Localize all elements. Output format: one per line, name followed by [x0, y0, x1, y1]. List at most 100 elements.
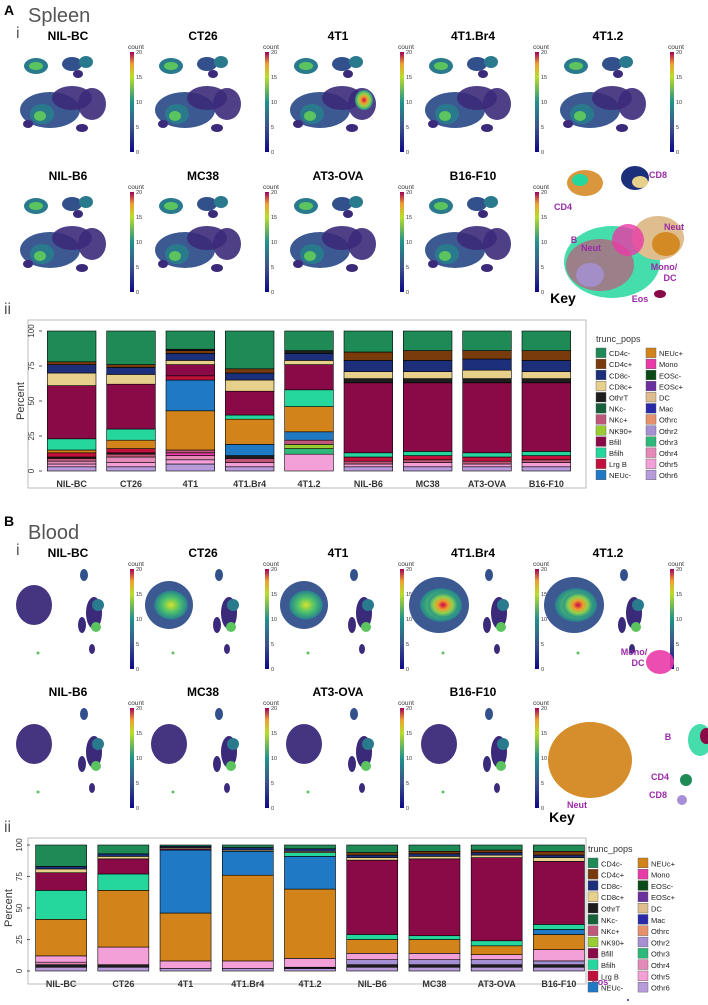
legend-swatch	[595, 392, 607, 403]
legend-swatch	[587, 936, 599, 948]
legend-swatch	[645, 370, 657, 381]
legend-label: Othr2	[659, 427, 678, 436]
bar-segment	[533, 924, 585, 930]
bar-segment	[35, 955, 87, 963]
legend-item: Bfill	[595, 436, 621, 447]
bar-segment	[97, 844, 150, 855]
colorbar-tick-label: 5	[136, 642, 139, 648]
bar-segment	[35, 919, 87, 957]
legend-item: Othr6	[637, 982, 670, 993]
bar-segment	[408, 939, 461, 954]
colorbar-tick-label: 0	[406, 290, 409, 296]
umap-title: B16-F10	[450, 169, 497, 183]
umap-title: MC38	[187, 685, 219, 699]
key-cluster-label: Neut	[567, 800, 587, 810]
bar-segment	[47, 466, 97, 472]
bar-segment	[284, 350, 334, 354]
panel-a-tissue: Spleen	[28, 5, 90, 27]
bar-segment	[35, 872, 87, 891]
legend-label: CD8c+	[609, 382, 633, 391]
bar-segment	[403, 371, 453, 379]
legend-swatch	[637, 936, 649, 948]
legend-label: CD4c-	[609, 349, 631, 358]
y-tick-label: 25	[27, 431, 36, 440]
legend-item: NKc+	[587, 925, 620, 936]
bar-segment	[343, 371, 393, 379]
y-tick-label: 0	[15, 968, 24, 973]
bar-segment	[35, 890, 87, 920]
x-tick-label: AT3-OVA	[478, 979, 517, 989]
bar-segment	[47, 385, 97, 440]
x-tick-label: MC38	[422, 979, 446, 989]
x-tick-label: MC38	[416, 479, 440, 489]
key-cluster-label: CD8	[649, 790, 667, 800]
legend-label: EOSc+	[651, 893, 676, 902]
colorbar-tick-label: 0	[406, 150, 409, 156]
bar-segment	[47, 449, 97, 454]
colorbar-tick-label: 5	[676, 642, 679, 648]
colorbar-tick-label: 15	[676, 75, 682, 81]
colorbar-tick-label: 10	[676, 617, 682, 623]
colorbar-tick-label: 10	[271, 756, 277, 762]
x-tick-label: 4T1.2	[298, 979, 321, 989]
bar-segment	[165, 375, 215, 381]
bar-segment	[408, 853, 461, 857]
key-cluster-label: CD8	[649, 170, 667, 180]
bar-segment	[408, 935, 461, 940]
colorbar-tick-label: 0	[541, 667, 544, 673]
colorbar-tick-label: 10	[541, 617, 547, 623]
legend-item: NKc+	[595, 414, 628, 425]
bar-segment	[408, 856, 461, 860]
bar-segment	[470, 857, 523, 942]
bar-segment	[521, 330, 571, 351]
legend-item: CD4c-	[595, 347, 631, 358]
x-tick-label: 4T1	[178, 979, 194, 989]
bar-segment	[225, 455, 275, 459]
umap-title: CT26	[188, 546, 218, 560]
bar-segment	[284, 888, 336, 959]
colorbar-tick-label: 20	[136, 706, 142, 712]
legend-item: NEUc-	[595, 469, 632, 480]
legend-swatch	[645, 403, 657, 414]
colorbar-tick-label: 10	[541, 756, 547, 762]
legend-label: NK90+	[609, 427, 633, 436]
colorbar-tick-label: 15	[136, 75, 142, 81]
legend-item: Bfilh	[595, 447, 624, 458]
bar-segment	[284, 330, 334, 351]
legend-label: Othr3	[659, 438, 678, 447]
legend-item: NKc-	[595, 403, 626, 414]
bar-segment	[225, 368, 275, 374]
colorbar-tick-label: 0	[406, 806, 409, 812]
legend-item: EOSc+	[645, 381, 684, 391]
bar-segment	[225, 372, 275, 381]
bar-segment	[470, 844, 523, 851]
colorbar-title: count	[128, 700, 144, 707]
colorbar-tick-label: 0	[406, 667, 409, 673]
bar-segment	[462, 382, 512, 454]
bar-segment	[165, 463, 215, 472]
panel-b: B Blood i NIL-BCcount20151050CT26count20…	[3, 513, 708, 1001]
bar-segment	[225, 418, 275, 445]
legend-swatch	[595, 381, 607, 392]
panel-b-bar-chart: Percent 0 25 50 75 100 NIL-BC CT26 4T1 4T1.Br4 4T1…	[3, 837, 676, 993]
legend-label: NEUc-	[609, 471, 632, 480]
key-cluster-label: DC	[632, 658, 645, 668]
bar-segment	[47, 460, 97, 465]
legend-label: CD8c-	[609, 371, 631, 380]
legend-swatch	[595, 370, 607, 381]
colorbar-tick-label: 5	[271, 781, 274, 787]
umap-title: CT26	[188, 29, 218, 43]
colorbar-tick-label: 15	[136, 731, 142, 737]
colorbar-title: count	[128, 561, 144, 568]
legend-label: NKc-	[609, 405, 626, 414]
umap-plot	[155, 196, 241, 272]
legend-swatch	[645, 447, 657, 458]
bar-segment	[225, 444, 275, 456]
legend-swatch	[637, 959, 649, 970]
y-tick-label: 75	[27, 361, 36, 370]
legend-item: Mono	[645, 358, 678, 369]
bar-segment	[343, 351, 393, 361]
bar-segment	[284, 848, 336, 852]
